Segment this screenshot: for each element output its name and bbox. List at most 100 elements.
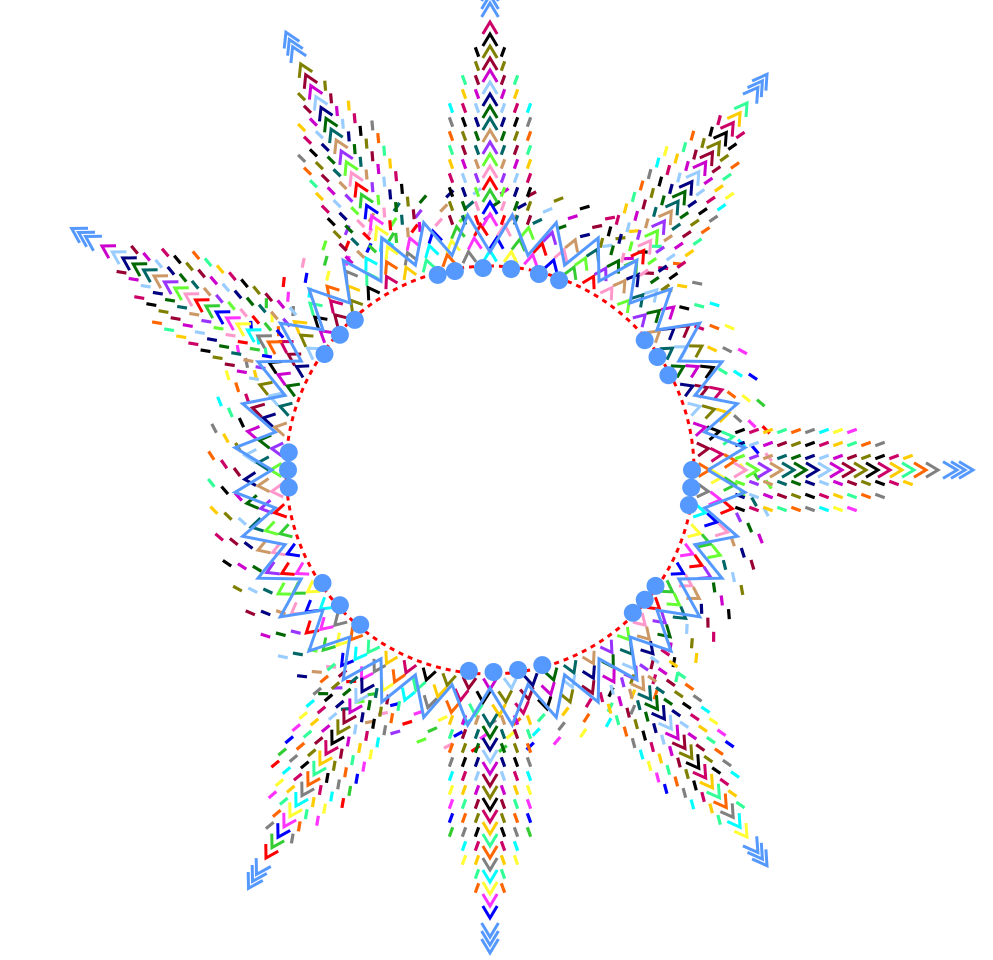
ray-dash-mark bbox=[274, 778, 285, 788]
ray-dash-mark bbox=[652, 722, 658, 734]
ray-dash-mark bbox=[460, 840, 468, 852]
ray-dash-mark bbox=[473, 728, 481, 740]
ring-dash-mark bbox=[214, 532, 225, 542]
ring-dash-mark bbox=[732, 369, 743, 378]
ray-dash-mark bbox=[460, 88, 468, 100]
ray-dash-mark bbox=[649, 655, 660, 665]
ray-chevron-mark bbox=[481, 115, 499, 131]
ray-dash-mark bbox=[326, 186, 336, 196]
ray-dash-mark bbox=[473, 172, 481, 184]
ray-dash-mark bbox=[643, 711, 650, 722]
ring-dash-mark bbox=[649, 659, 655, 670]
ray-chevron-mark bbox=[733, 461, 749, 479]
ring-chevron-mark bbox=[445, 699, 461, 716]
ray-dash-mark bbox=[324, 772, 330, 784]
ring-dash-mark bbox=[579, 727, 588, 739]
ring-dash-mark bbox=[237, 562, 248, 571]
ring-chevron-mark bbox=[636, 626, 652, 642]
ring-marker-dot bbox=[330, 325, 349, 344]
ray-dash-mark bbox=[606, 226, 613, 237]
ray-dash-mark bbox=[203, 257, 213, 268]
ray-dash-mark bbox=[319, 674, 330, 684]
ray-dash-mark bbox=[252, 285, 262, 296]
ray-dash-mark bbox=[804, 492, 816, 500]
ring-chevron-mark bbox=[292, 319, 308, 335]
ray-dash-mark bbox=[671, 222, 682, 232]
ring-dash-mark bbox=[286, 291, 291, 302]
ray-dash-mark bbox=[316, 705, 327, 715]
ring-dash-mark bbox=[747, 372, 759, 381]
ring-marker-dot bbox=[502, 260, 521, 279]
ring-dash-mark bbox=[437, 714, 448, 723]
ring-chevron-mark bbox=[307, 301, 323, 316]
ray-dash-mark bbox=[281, 766, 292, 775]
ring-chevron-mark bbox=[269, 541, 286, 557]
ray-dash-mark bbox=[344, 224, 354, 234]
ring-dash-mark bbox=[232, 467, 242, 478]
ray-chevron-mark bbox=[630, 248, 646, 265]
ray-dash-mark bbox=[748, 453, 760, 461]
ray-dash-mark bbox=[367, 244, 378, 254]
ray-dash-mark bbox=[314, 130, 325, 140]
ray-dash-mark bbox=[646, 168, 653, 180]
ray-chevron-mark bbox=[265, 340, 283, 355]
ring-chevron-mark bbox=[441, 672, 457, 689]
ray-dash-mark bbox=[460, 172, 468, 184]
ray-dash-mark bbox=[473, 74, 481, 86]
ray-dash-mark bbox=[264, 821, 275, 830]
ray-dash-mark bbox=[473, 868, 481, 880]
ring-chevron-mark bbox=[268, 482, 284, 499]
ray-chevron-mark bbox=[481, 31, 499, 47]
ray-chevron-mark bbox=[481, 821, 499, 837]
ring-chevron-mark bbox=[318, 328, 334, 344]
ring-dash-mark bbox=[243, 541, 254, 550]
ring-chevron-mark bbox=[666, 592, 682, 607]
ray-tip-chevron bbox=[751, 71, 769, 91]
ray-dash-mark bbox=[622, 203, 629, 214]
ray-dash-mark bbox=[348, 675, 359, 685]
ray-dash-mark bbox=[289, 833, 295, 844]
ray-dash-mark bbox=[460, 770, 468, 782]
ray-chevron-mark bbox=[781, 461, 797, 479]
ray-dash-mark bbox=[344, 255, 354, 265]
ray-dash-mark bbox=[399, 183, 404, 195]
ray-dash-mark bbox=[447, 158, 455, 170]
ring-dash-mark bbox=[277, 654, 289, 660]
ray-dash-mark bbox=[499, 200, 507, 212]
ray-dash-mark bbox=[598, 691, 605, 703]
ray-dash-mark bbox=[724, 191, 735, 201]
ray-chevron-mark bbox=[318, 104, 334, 122]
ray-dash-mark bbox=[263, 321, 273, 332]
ray-dash-mark bbox=[676, 172, 682, 183]
ray-dash-mark bbox=[734, 427, 746, 435]
ray-dash-mark bbox=[364, 169, 369, 180]
ring-chevron-mark bbox=[424, 242, 440, 259]
ray-dash-mark bbox=[525, 714, 533, 726]
ray-tip-chevron bbox=[942, 460, 960, 480]
ray-dash-mark bbox=[673, 776, 680, 787]
ray-dash-mark bbox=[671, 708, 682, 718]
ring-dash-mark bbox=[711, 582, 717, 593]
ray-dash-mark bbox=[388, 158, 393, 169]
ray-dash-mark bbox=[345, 736, 351, 747]
ray-chevron-mark bbox=[481, 211, 499, 227]
ray-dash-mark bbox=[308, 179, 319, 189]
ray-dash-mark bbox=[460, 728, 468, 740]
ring-dash-mark bbox=[628, 229, 640, 234]
ring-chevron-mark bbox=[502, 676, 519, 692]
ray-chevron-mark bbox=[353, 180, 369, 198]
ray-dash-mark bbox=[665, 764, 672, 776]
ring-chevron-mark bbox=[687, 523, 703, 539]
ring-chevron-mark bbox=[523, 672, 539, 689]
ring-marker-dot bbox=[445, 262, 464, 281]
ray-dash-mark bbox=[376, 194, 381, 205]
ring-dash-mark bbox=[207, 450, 216, 461]
ring-chevron-mark bbox=[380, 677, 395, 694]
ray-chevron-mark bbox=[877, 461, 893, 479]
ring-dash-mark bbox=[685, 623, 689, 634]
ray-dash-mark bbox=[776, 479, 788, 487]
ray-dash-mark bbox=[473, 784, 481, 796]
ray-dash-mark bbox=[261, 353, 273, 359]
ray-dash-mark bbox=[846, 440, 858, 448]
ray-chevron-mark bbox=[336, 719, 351, 736]
